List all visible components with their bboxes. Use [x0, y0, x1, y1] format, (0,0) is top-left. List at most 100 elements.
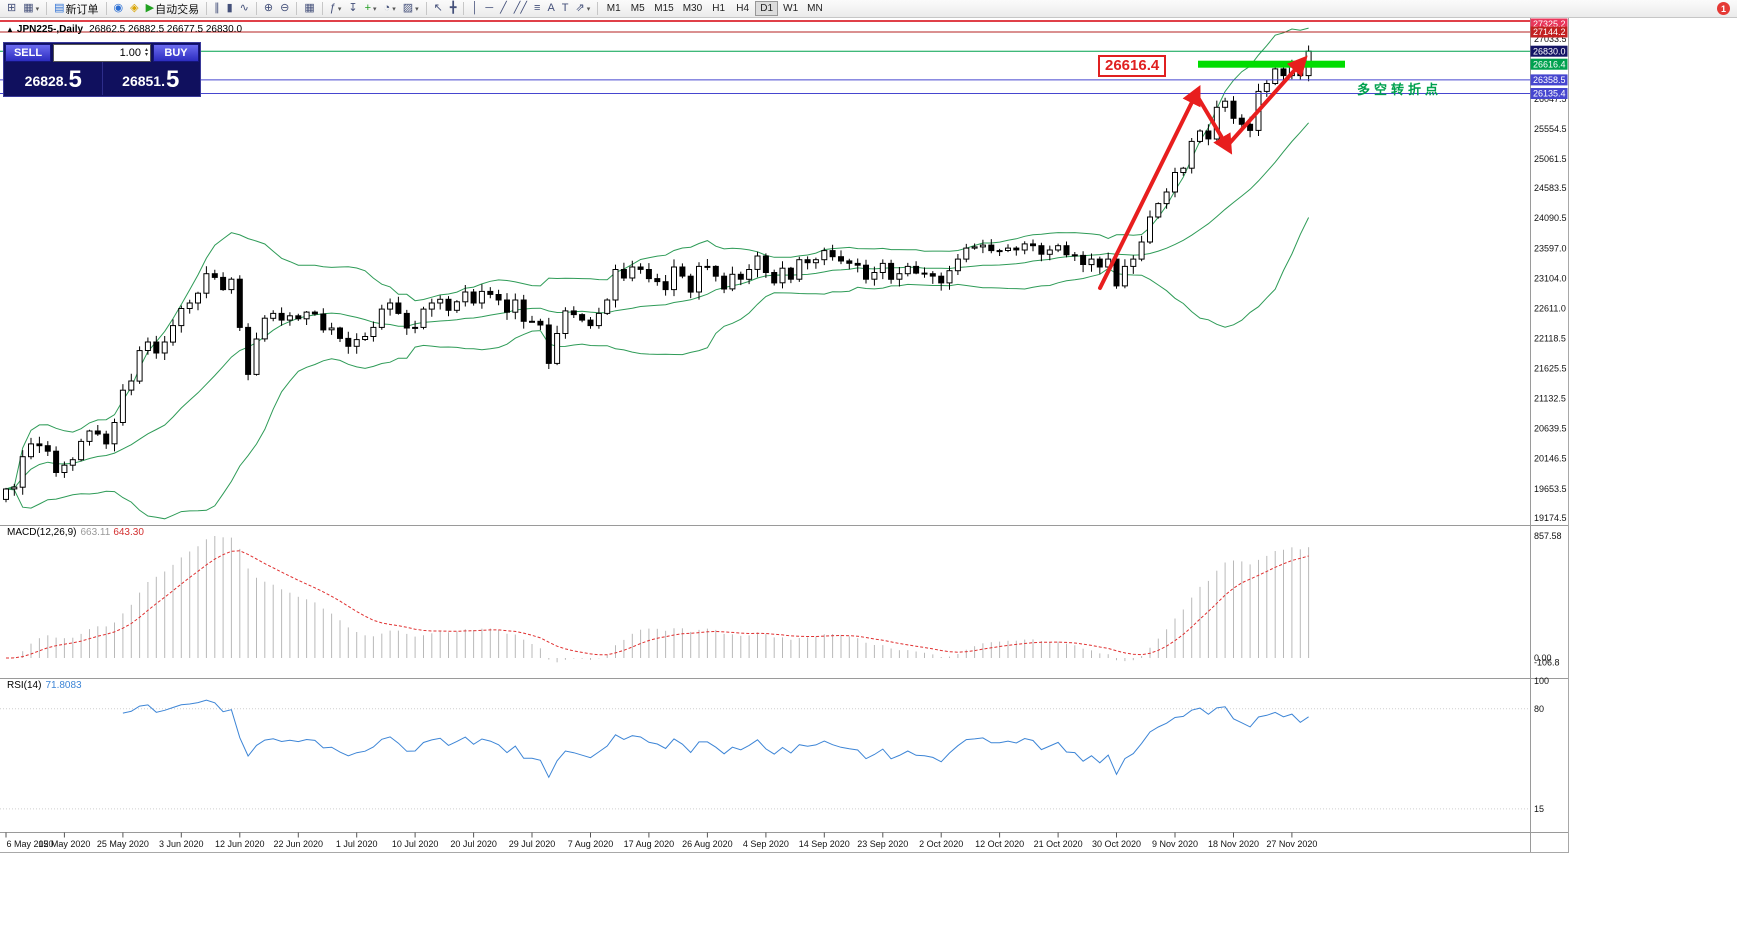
indicator-windows-button[interactable]: ↧ — [345, 1, 360, 17]
macd-signal-value: 643.30 — [113, 527, 144, 538]
support-price-label[interactable]: 26616.4 — [1098, 55, 1167, 77]
svg-text:14 Sep 2020: 14 Sep 2020 — [799, 839, 850, 849]
svg-text:18 Nov 2020: 18 Nov 2020 — [1208, 839, 1259, 849]
macd-pane — [5, 536, 1310, 663]
trend-arrow-drawing[interactable] — [1098, 85, 1201, 290]
volume-down-icon[interactable]: ▾ — [144, 52, 148, 58]
crosshair-button[interactable]: ╋ — [447, 1, 460, 17]
arrows-tool-button[interactable]: ⇗ ▾ — [573, 1, 594, 17]
sell-button[interactable]: SELL — [5, 44, 51, 62]
main-price-pane — [0, 20, 1530, 520]
trend-arrow-drawing[interactable] — [1225, 55, 1308, 148]
volume-input[interactable]: 1.00 ▴ ▾ — [53, 44, 151, 62]
cursor-button[interactable]: ↖ — [431, 1, 446, 17]
timeframe-h4-button[interactable]: H4 — [731, 1, 754, 16]
svg-text:26616.4: 26616.4 — [1533, 59, 1566, 69]
timeframe-m1-button[interactable]: M1 — [602, 1, 625, 16]
bar-chart-mode-button[interactable]: ∥ — [211, 1, 223, 17]
chart-canvas[interactable]: 27033.526047.525554.525061.524583.524090… — [0, 18, 1568, 852]
zoom-in-icon: ⊕ — [263, 2, 274, 14]
timeframe-h1-button[interactable]: H1 — [707, 1, 730, 16]
support-band-drawing[interactable] — [1198, 60, 1345, 68]
volume-value: 1.00 — [119, 47, 141, 59]
buy-price-main: 26851. — [122, 73, 165, 89]
periods-button[interactable]: ◔ ▾ — [381, 1, 399, 17]
turning-point-label[interactable]: 多空转折点 — [1357, 82, 1443, 97]
indicator-windows-icon: ↧ — [348, 2, 358, 14]
vertical-line-button[interactable]: │ — [468, 1, 481, 17]
new-chart-button[interactable]: ⊞ — [4, 1, 19, 17]
text-label-button[interactable]: T — [559, 1, 572, 17]
svg-text:21625.5: 21625.5 — [1534, 364, 1567, 374]
candlestick-chart-mode-button[interactable]: ▮ — [224, 1, 236, 17]
toolbar-separator — [206, 2, 208, 15]
timeframe-m5-button[interactable]: M5 — [626, 1, 649, 16]
fibonacci-retracement-button[interactable]: ≡ — [531, 1, 543, 17]
metaeditor-button[interactable]: ◈ — [127, 1, 141, 17]
svg-text:12 Oct 2020: 12 Oct 2020 — [975, 839, 1024, 849]
toolbar-separator — [463, 2, 465, 15]
zoom-out-button[interactable]: ⊖ — [277, 1, 292, 17]
macd-indicator-label: MACD(12,26,9) 663.11 643.30 — [7, 527, 144, 538]
svg-text:26358.5: 26358.5 — [1533, 75, 1566, 85]
buy-button[interactable]: BUY — [153, 44, 199, 62]
add-indicator-icon: + — [364, 2, 372, 14]
text-button[interactable]: A — [544, 1, 557, 17]
macd-main-value: 663.11 — [80, 527, 111, 538]
horizontal-line-button[interactable]: ─ — [482, 1, 496, 17]
svg-text:21 Oct 2020: 21 Oct 2020 — [1034, 839, 1083, 849]
workspace-background — [1569, 18, 1737, 943]
indicators-button[interactable]: ƒ ▾ — [327, 1, 345, 17]
trend-arrow-drawing[interactable] — [1194, 92, 1233, 155]
svg-text:22611.0: 22611.0 — [1534, 303, 1566, 313]
timeframe-m30-button[interactable]: M30 — [679, 1, 706, 16]
chart-profiles-icon: ▦ — [23, 2, 34, 14]
svg-text:27033.5: 27033.5 — [1534, 34, 1567, 44]
toolbar-separator — [597, 2, 599, 15]
collapse-triangle-icon[interactable]: ▲ — [6, 25, 14, 34]
text-icon: A — [547, 2, 555, 14]
buy-price[interactable]: 26851. 5 — [101, 62, 200, 95]
timeframe-d1-button[interactable]: D1 — [755, 1, 779, 16]
vertical-line-icon: │ — [471, 2, 479, 14]
chart-ohlc-values: 26862.5 26882.5 26677.5 26830.0 — [89, 24, 243, 35]
templates-button[interactable]: ▨ ▾ — [400, 1, 422, 17]
mql5-community-button[interactable]: ◉ — [111, 1, 127, 17]
trendline-button[interactable]: ╱ — [497, 1, 510, 17]
volume-up-icon[interactable]: ▴ — [144, 47, 148, 53]
new-order-button[interactable]: ▤ 新订单 — [51, 1, 101, 17]
sell-price[interactable]: 26828. 5 — [5, 62, 102, 95]
sell-price-big-digit: 5 — [68, 66, 82, 93]
svg-text:25061.5: 25061.5 — [1534, 154, 1567, 164]
toolbar-separator — [105, 2, 107, 15]
svg-text:22 Jun 2020: 22 Jun 2020 — [274, 839, 324, 849]
equidistant-channel-button[interactable]: ╱╱ — [511, 1, 530, 17]
rsi-indicator-label: RSI(14) 71.8083 — [7, 680, 82, 691]
metaeditor-icon: ◈ — [130, 2, 139, 14]
autotrading-icon: ▶ — [145, 2, 155, 14]
svg-text:19653.5: 19653.5 — [1534, 484, 1567, 494]
timeframe-m15-button[interactable]: M15 — [650, 1, 677, 16]
timeframe-mn-button[interactable]: MN — [803, 1, 827, 16]
toolbar: ⊞ ▦ ▾ ▤ 新订单 ◉ ◈ ▶ 自动交易 ∥ ▮ ∿ ⊕ ⊖ ▦ ƒ ▾ ↧ + ▾ ◔ ▾ ▨ ▾ ↖ ╋ │ ─ ╱ ╱╱ ≡ A T ⇗… — [0, 0, 1737, 18]
price-axis[interactable]: 27033.526047.525554.525061.524583.524090… — [1530, 18, 1568, 814]
svg-text:24090.5: 24090.5 — [1534, 213, 1567, 223]
svg-text:4 Sep 2020: 4 Sep 2020 — [743, 839, 789, 849]
new-order-label: 新订单 — [65, 3, 99, 16]
svg-text:27144.2: 27144.2 — [1533, 27, 1566, 37]
indicators-icon: ƒ — [329, 2, 336, 14]
fibonacci-retracement-icon: ≡ — [534, 2, 541, 14]
svg-text:23597.0: 23597.0 — [1534, 243, 1567, 253]
line-chart-mode-button[interactable]: ∿ — [237, 1, 252, 17]
new-order-icon: ▤ — [54, 2, 65, 14]
chart-profiles-button[interactable]: ▦ ▾ — [20, 1, 42, 17]
tile-windows-button[interactable]: ▦ — [301, 1, 317, 17]
svg-text:30 Oct 2020: 30 Oct 2020 — [1092, 839, 1141, 849]
autotrading-button[interactable]: ▶ 自动交易 — [143, 1, 202, 17]
zoom-in-button[interactable]: ⊕ — [261, 1, 276, 17]
add-indicator-button[interactable]: + ▾ — [362, 1, 380, 17]
timeframe-w1-button[interactable]: W1 — [779, 1, 802, 16]
svg-text:0.00: 0.00 — [1534, 653, 1552, 663]
notification-badge[interactable]: 1 — [1717, 2, 1730, 15]
